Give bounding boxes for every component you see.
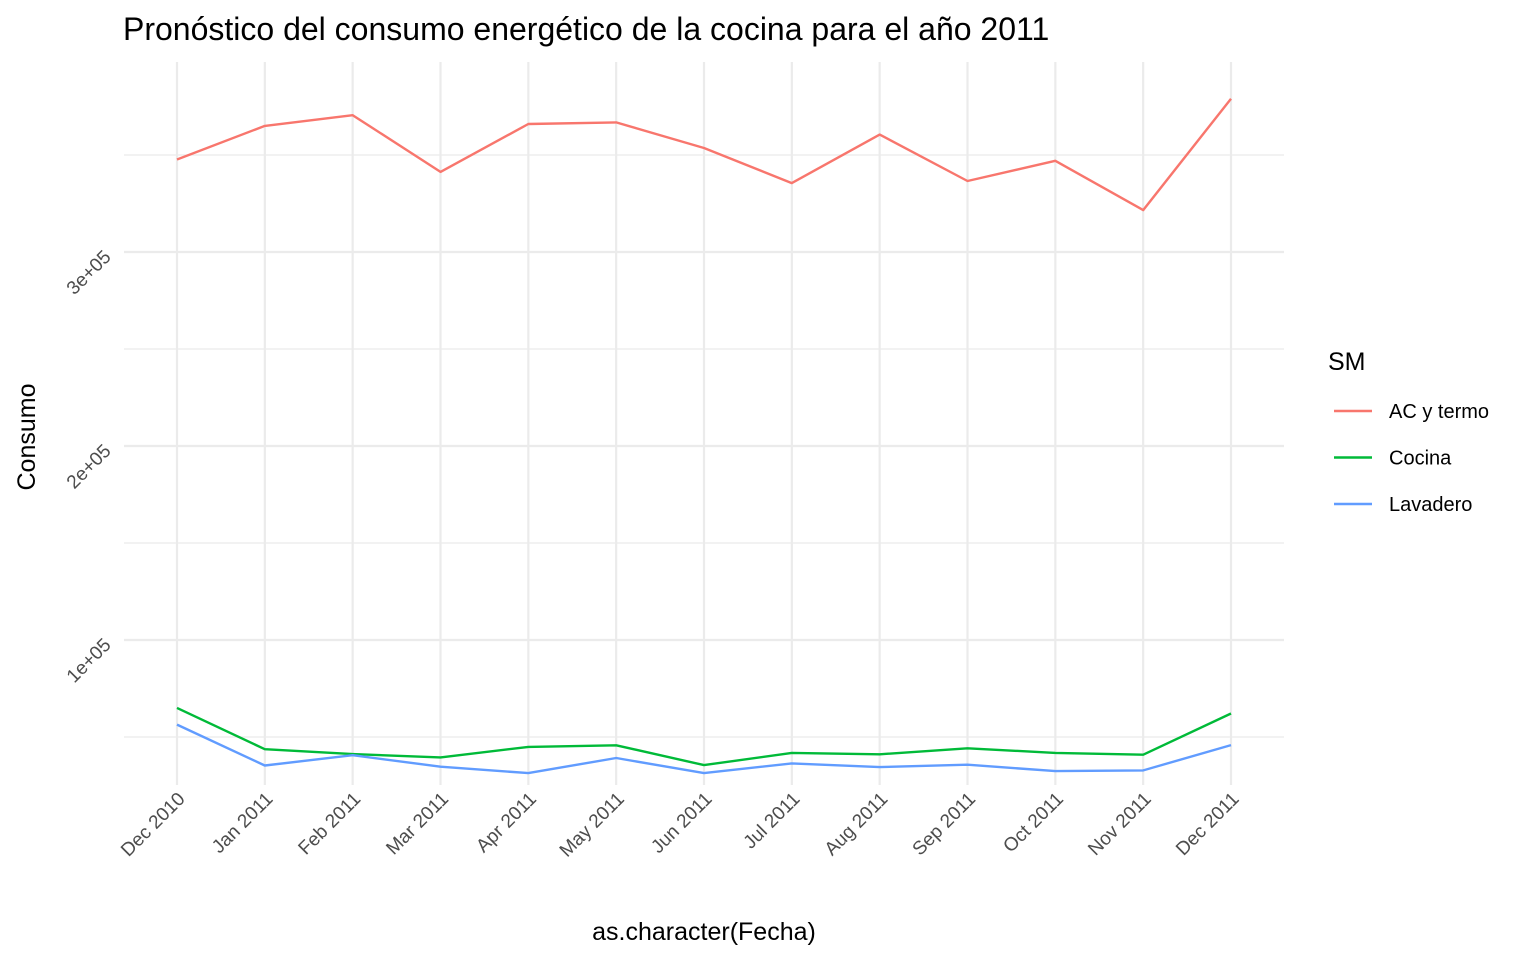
x-tick-label: Jul 2011 (740, 789, 805, 854)
legend-label: Cocina (1389, 448, 1452, 470)
x-tick-label: Dec 2010 (117, 789, 189, 861)
chart-title: Pronóstico del consumo energético de la … (123, 11, 1049, 47)
x-axis-title: as.character(Fecha) (592, 918, 816, 946)
series-line-ac-y-termo (176, 97, 1232, 212)
x-tick-label: Jan 2011 (208, 789, 277, 858)
legend-title: SM (1328, 348, 1366, 376)
x-tick-label: Apr 2011 (472, 789, 540, 857)
x-tick-label: Jun 2011 (647, 789, 716, 858)
y-tick-label: 2e+05 (63, 441, 116, 494)
x-tick-label: Aug 2011 (821, 789, 892, 860)
series-lines (176, 97, 1232, 775)
x-tick-label: Nov 2011 (1084, 789, 1155, 860)
legend-label: Lavadero (1389, 494, 1472, 516)
x-tick-label: Oct 2011 (999, 789, 1067, 857)
x-tick-label: Sep 2011 (909, 789, 980, 860)
y-axis-ticks: 1e+05 2e+05 3e+05 (63, 247, 116, 688)
x-tick-label: Mar 2011 (382, 789, 453, 860)
legend-label: AC y termo (1389, 401, 1489, 423)
series-line-lavadero (176, 723, 1232, 775)
gridlines (124, 62, 1284, 785)
y-axis-title: Consumo (13, 384, 41, 491)
legend: SM AC y termo Cocina Lavadero (1328, 348, 1489, 516)
legend-items: AC y termo Cocina Lavadero (1334, 401, 1489, 516)
x-axis-ticks: Dec 2010 Jan 2011 Feb 2011 Mar 2011 Apr 2011… (117, 789, 1243, 862)
x-tick-label: May 2011 (556, 789, 629, 862)
x-tick-label: Dec 2011 (1172, 789, 1243, 860)
x-tick-label: Feb 2011 (295, 789, 366, 860)
y-tick-label: 3e+05 (63, 247, 116, 300)
y-tick-label: 1e+05 (63, 635, 116, 688)
